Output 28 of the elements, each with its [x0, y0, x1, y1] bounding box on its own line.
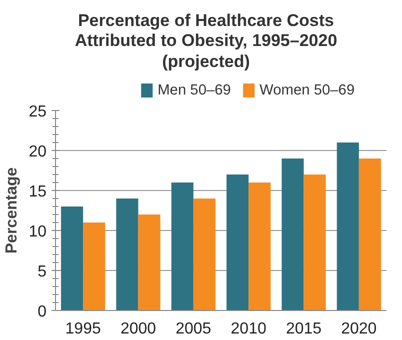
x-tick-label: 2020 — [341, 320, 377, 338]
legend-label: Women 50–69 — [260, 82, 355, 98]
y-axis-title: Percentage — [4, 167, 21, 254]
bar — [138, 214, 160, 310]
bar — [116, 198, 138, 310]
bar — [248, 182, 271, 310]
legend-label: Men 50–69 — [158, 82, 231, 98]
y-tick-label: 5 — [38, 264, 47, 280]
bar — [358, 158, 381, 310]
bar — [61, 206, 84, 310]
x-tick-label: 2000 — [120, 320, 156, 338]
y-tick-label: 20 — [28, 144, 47, 160]
bar — [171, 182, 194, 310]
y-tick-label: 10 — [28, 224, 47, 240]
bar — [282, 158, 304, 310]
bar — [83, 222, 106, 310]
bar — [304, 174, 326, 310]
chart-title: Percentage of Healthcare Costs Attributed to Obesity, 1995–2020 (projected) — [74, 11, 338, 72]
bar — [226, 174, 249, 310]
bar — [193, 198, 216, 310]
x-tick-label: 2005 — [176, 320, 212, 338]
x-tick-label: 2010 — [230, 320, 266, 338]
y-tick-label: 25 — [28, 104, 47, 120]
x-tick-label: 1995 — [65, 320, 101, 338]
y-tick-label: 0 — [38, 304, 47, 320]
x-tick-label: 2015 — [286, 320, 322, 338]
y-tick-label: 15 — [28, 184, 47, 200]
bar — [336, 142, 359, 310]
